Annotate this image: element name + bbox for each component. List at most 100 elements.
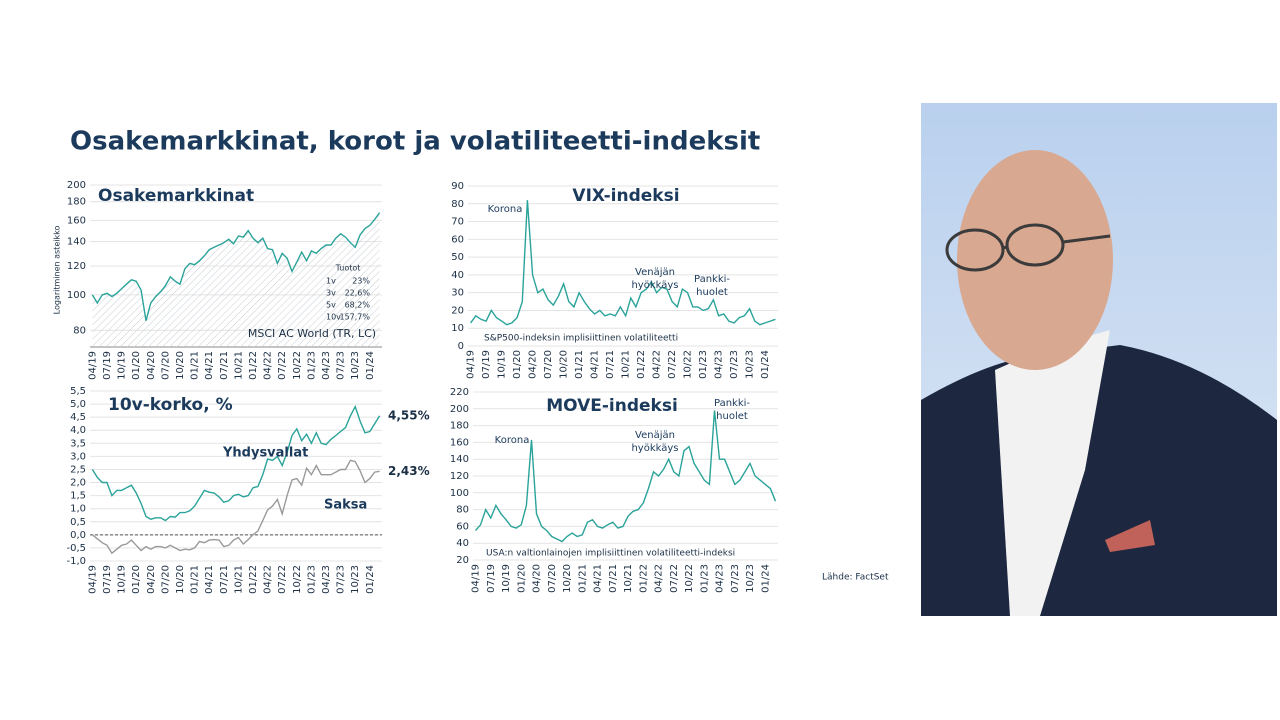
y-tick-label: 140 xyxy=(67,237,86,248)
x-tick-label: 01/22 xyxy=(248,351,259,380)
x-tick-label: 01/24 xyxy=(365,351,376,380)
y-tick-label: 0,0 xyxy=(70,530,86,541)
x-tick-label: 10/19 xyxy=(117,351,128,380)
pocket-square xyxy=(1105,520,1155,552)
y-tick-label: 20 xyxy=(451,305,464,316)
x-tick-label: 01/22 xyxy=(248,565,259,594)
y-tick-label: 60 xyxy=(456,521,469,532)
x-tick-label: 07/19 xyxy=(481,350,492,379)
chart: 20 40 60 80 100 120 140 160 180 200 220 04/19 07/19 1… xyxy=(450,387,778,593)
y-tick-label: 0 xyxy=(458,341,464,352)
annotation: huolet xyxy=(696,287,728,298)
annotation: Korona xyxy=(495,435,530,446)
x-tick-label: 07/22 xyxy=(667,350,678,379)
x-tick-label: 07/21 xyxy=(608,564,619,593)
x-tick-label: 01/20 xyxy=(131,565,142,594)
y-tick-label: 2,5 xyxy=(70,464,86,475)
y-tick-label: 180 xyxy=(67,197,86,208)
x-tick-label: 10/22 xyxy=(292,565,303,594)
chart: 0 10 20 30 40 50 60 70 80 90 04/19 07/19 10/19 01/20 0… xyxy=(451,181,778,379)
y-tick-label: -0,5 xyxy=(66,543,86,554)
y-tick-label: 1,5 xyxy=(70,491,86,502)
y-tick-label: 160 xyxy=(67,215,86,226)
x-tick-label: 01/22 xyxy=(638,564,649,593)
x-tick-label: 01/24 xyxy=(760,350,771,379)
y-axis-label: Logaritminen asteikko xyxy=(53,226,62,315)
x-tick-label: 10/20 xyxy=(175,351,186,380)
note: MSCI AC World (TR, LC) xyxy=(248,327,376,340)
y-tick-label: 3,5 xyxy=(70,438,86,449)
x-tick-label: 10/23 xyxy=(745,350,756,379)
y-tick-label: 120 xyxy=(67,261,86,272)
x-tick-label: 07/21 xyxy=(219,565,230,594)
y-tick-label: 200 xyxy=(67,180,86,191)
x-tick-label: 07/20 xyxy=(543,350,554,379)
annotation: Venäjän xyxy=(635,267,675,278)
chart-title: 10v-korko, % xyxy=(108,395,233,415)
x-tick-label: 04/20 xyxy=(528,350,539,379)
x-tick-label: 07/19 xyxy=(486,564,497,593)
x-tick-label: 10/23 xyxy=(350,351,361,380)
y-tick-label: 200 xyxy=(450,404,469,415)
y-tick-label: 80 xyxy=(73,325,86,336)
x-tick-label: 10/20 xyxy=(175,565,186,594)
x-tick-label: 10/19 xyxy=(117,565,128,594)
y-tick-label: 0,5 xyxy=(70,517,86,528)
x-tick-label: 07/22 xyxy=(669,564,680,593)
x-tick-label: 07/20 xyxy=(160,351,171,380)
x-tick-label: 04/23 xyxy=(714,350,725,379)
annotation: Pankki- xyxy=(694,274,730,285)
x-tick-label: 04/21 xyxy=(204,351,215,380)
note: S&P500-indeksin implisiittinen volatilit… xyxy=(484,334,678,344)
returns-period: 3v xyxy=(326,289,336,298)
annotation: hyökkäys xyxy=(631,443,678,454)
y-tick-label: 5,5 xyxy=(70,386,86,397)
annotation: Korona xyxy=(488,204,523,215)
shirt xyxy=(995,330,1110,616)
x-tick-label: 10/23 xyxy=(745,564,756,593)
x-tick-label: 10/22 xyxy=(683,350,694,379)
chart: 80 100 120 140 160 180 200 04/19 07/19 10/19 01/20… xyxy=(67,180,382,380)
speaker-photo xyxy=(921,103,1277,616)
y-tick-label: 90 xyxy=(451,181,464,192)
x-tick-label: 07/19 xyxy=(102,351,113,380)
slide-title: Osakemarkkinat, korot ja volatiliteetti-… xyxy=(70,127,760,157)
x-tick-label: 04/20 xyxy=(146,351,157,380)
source: Lähde: FactSet xyxy=(822,573,889,583)
x-tick-label: 10/22 xyxy=(292,351,303,380)
chart-title: MOVE-indeksi xyxy=(546,396,678,416)
y-tick-label: 220 xyxy=(450,387,469,398)
x-tick-label: 07/23 xyxy=(336,565,347,594)
returns-value: 23% xyxy=(352,277,370,286)
y-tick-label: 3,0 xyxy=(70,451,86,462)
x-tick-label: 10/21 xyxy=(623,564,634,593)
x-tick-label: 10/21 xyxy=(621,350,632,379)
y-tick-label: 80 xyxy=(456,505,469,516)
x-tick-label: 10/20 xyxy=(562,564,573,593)
end-label: 2,43% xyxy=(388,464,430,478)
y-tick-label: 2,0 xyxy=(70,478,86,489)
chart-title: VIX-indeksi xyxy=(572,186,679,206)
glasses xyxy=(945,223,1111,272)
x-tick-label: 01/20 xyxy=(516,564,527,593)
y-tick-label: 4,0 xyxy=(70,425,86,436)
line xyxy=(91,404,381,522)
x-tick-label: 04/23 xyxy=(715,564,726,593)
x-tick-label: 01/23 xyxy=(306,351,317,380)
y-tick-label: 30 xyxy=(451,288,464,299)
returns-value: 157,7% xyxy=(339,313,370,322)
y-tick-label: 140 xyxy=(450,454,469,465)
x-tick-label: 01/23 xyxy=(698,350,709,379)
x-tick-label: 07/23 xyxy=(729,350,740,379)
y-tick-label: 100 xyxy=(67,290,86,301)
x-tick-label: 04/21 xyxy=(204,565,215,594)
note: USA:n valtionlainojen implisiittinen vol… xyxy=(486,549,735,559)
y-tick-label: 5,0 xyxy=(70,399,86,410)
returns-period: 1v xyxy=(326,277,336,286)
y-tick-label: -1,0 xyxy=(66,556,86,567)
x-tick-label: 04/22 xyxy=(654,564,665,593)
series-label: Saksa xyxy=(324,498,367,513)
x-tick-label: 04/19 xyxy=(87,351,98,380)
returns-title: Tuotot xyxy=(335,264,361,273)
